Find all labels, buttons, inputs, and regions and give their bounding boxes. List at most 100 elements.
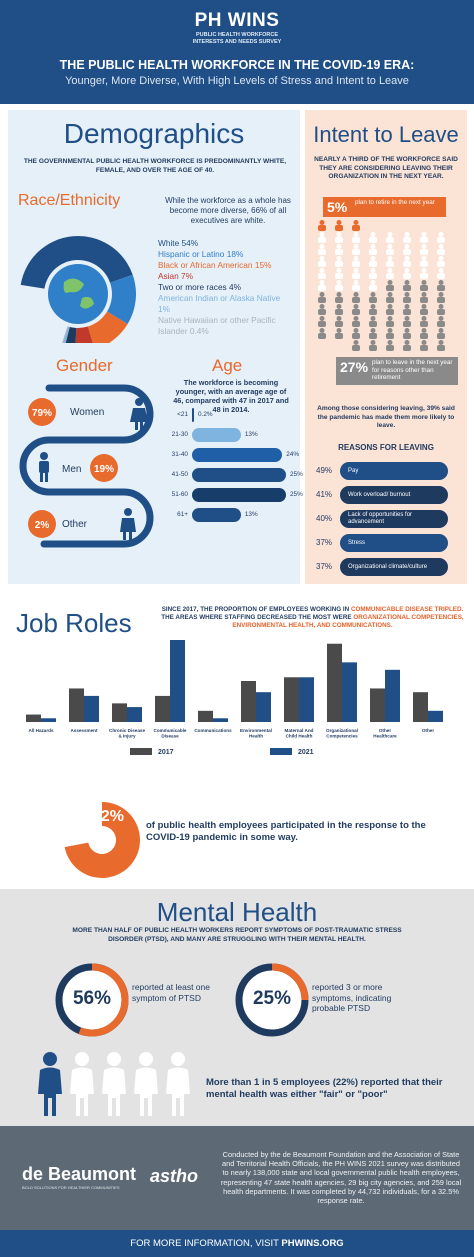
age-label: 21-30	[171, 431, 188, 438]
reason-pct: 37%	[316, 538, 333, 547]
person-icon	[420, 316, 428, 327]
leave-pct: 27%	[340, 359, 369, 375]
person-icon	[386, 244, 394, 255]
bar-2021	[342, 662, 357, 722]
leave-callout: 27% plan to leave in the next year for r…	[336, 357, 458, 385]
woman-icon	[130, 398, 148, 430]
jobs-desc-part: THE AREAS WHERE STAFFING DECREASED THE M…	[161, 614, 354, 621]
person-icon	[437, 292, 445, 303]
response-donut	[64, 802, 140, 878]
ring-fill	[271, 963, 309, 1001]
person-icon	[369, 328, 377, 339]
person-icon	[352, 328, 360, 339]
person-icon	[420, 256, 428, 267]
ptsd-ring-1	[55, 963, 129, 1037]
logo-sub-line-2: INTERESTS AND NEEDS SURVEY	[192, 39, 282, 45]
people-grid	[318, 220, 445, 351]
person-icon	[134, 1052, 158, 1116]
race-slice	[107, 274, 136, 324]
person-icon	[352, 280, 360, 291]
category-label: Chronic Disease & Injury	[109, 728, 145, 739]
bar-2017	[370, 688, 385, 722]
bar-2021	[299, 677, 314, 722]
bar-2017	[26, 714, 41, 722]
legend-label: 2021	[298, 749, 314, 756]
person-icon	[437, 232, 445, 243]
reason-pct: 37%	[316, 562, 333, 571]
retire-text: plan to retire in the next year	[355, 199, 435, 206]
mental-health-people	[38, 1052, 190, 1116]
jobs-desc-highlight: ORGANIZATIONAL COMPETENCIES, ENVIRONMENT…	[232, 614, 464, 629]
category-label: Environmental Health	[240, 728, 272, 739]
more-info-prefix: FOR MORE INFORMATION, VISIT	[130, 1238, 282, 1249]
reason-pct: 41%	[316, 490, 333, 499]
age-label: 31-40	[171, 451, 188, 458]
footer-description: Conducted by the de Beaumont Foundation …	[220, 1150, 462, 1206]
mental-health-description: MORE THAN HALF OF PUBLIC HEALTH WORKERS …	[72, 927, 402, 943]
retire-pct: 5%	[327, 199, 348, 215]
race-slice	[20, 235, 133, 289]
logo-subtitle: PUBLIC HEALTH WORKFORCE INTERESTS AND NE…	[0, 32, 474, 46]
person-icon	[420, 268, 428, 279]
age-bar	[192, 468, 286, 482]
person-icon	[369, 340, 377, 351]
intent-among-text: Among those considering leaving, 39% sai…	[317, 405, 455, 429]
category-label: Communications	[194, 728, 232, 733]
category-label: Other Healthcare	[373, 728, 397, 739]
person-icon	[369, 256, 377, 267]
person-icon	[335, 316, 343, 327]
phwins-link[interactable]: PHWINS.ORG	[281, 1238, 344, 1249]
men-pct: 19%	[94, 464, 114, 475]
person-icon	[437, 280, 445, 291]
footer	[0, 1126, 474, 1230]
person-icon	[335, 280, 343, 291]
person-icon	[335, 256, 343, 267]
race-legend-item: Two or more races 4%	[158, 282, 241, 292]
race-slice	[63, 326, 70, 343]
age-bar	[192, 428, 241, 442]
person-icon	[403, 268, 411, 279]
men-badge	[90, 454, 118, 482]
response-pct: 72%	[92, 808, 125, 825]
person-icon	[352, 268, 360, 279]
person-icon	[38, 1052, 62, 1116]
bottom-bar	[0, 1230, 474, 1257]
bar-2021	[127, 707, 142, 722]
phwins-logo: PH WINS	[194, 10, 280, 31]
person-icon	[403, 232, 411, 243]
bar-2017	[69, 688, 84, 722]
race-legend-item: Hispanic or Latino 18%	[158, 249, 244, 259]
age-value: 25%	[290, 471, 303, 478]
person-icon	[437, 340, 445, 351]
age-description: The workforce is becoming younger, with …	[173, 378, 289, 414]
other-badge	[28, 510, 56, 538]
bar-2017	[284, 677, 299, 722]
person-icon	[318, 232, 326, 243]
age-bar	[192, 488, 286, 502]
person-icon	[420, 340, 428, 351]
person-icon	[352, 244, 360, 255]
bar-2021	[213, 718, 228, 722]
person-icon	[403, 316, 411, 327]
race-slice	[87, 311, 128, 343]
person-icon	[386, 280, 394, 291]
person-icon	[166, 1052, 190, 1116]
page-title: THE PUBLIC HEALTH WORKFORCE IN THE COVID…	[59, 58, 415, 72]
person-icon	[403, 256, 411, 267]
person-icon	[420, 292, 428, 303]
bar-2021	[41, 718, 56, 722]
person-icon	[70, 1052, 94, 1116]
person-icon	[386, 268, 394, 279]
bar-2017	[155, 695, 170, 722]
debeaumont-tagline: BOLD SOLUTIONS FOR HEALTHIER COMMUNITIES	[22, 1185, 120, 1190]
mental-health-fair-text: More than 1 in 5 employees (22%) reporte…	[206, 1077, 443, 1100]
mental-health-title: Mental Health	[156, 897, 318, 927]
age-title: Age	[212, 356, 243, 375]
person-icon	[403, 280, 411, 291]
person-icon	[318, 328, 326, 339]
person-icon	[120, 508, 136, 540]
age-value: 25%	[290, 491, 303, 498]
bar-2021	[428, 710, 443, 722]
debeaumont-logo: de Beaumont	[22, 1164, 137, 1184]
category-label: Assessment	[70, 728, 98, 733]
